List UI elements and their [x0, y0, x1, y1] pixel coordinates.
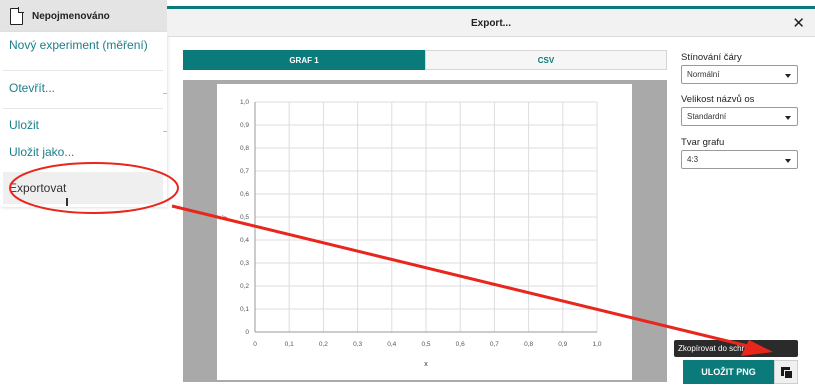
menu-edge-mark	[163, 131, 167, 132]
y-axis-label: y	[221, 215, 228, 219]
y-tick-label: 1,0	[240, 99, 249, 106]
graph-shape-value: 4:3	[687, 155, 699, 164]
menu-tick-mark	[66, 198, 68, 206]
menu-edge-mark	[163, 93, 167, 94]
close-icon[interactable]: ✕	[792, 15, 805, 32]
x-tick-label: 0,7	[490, 341, 499, 348]
chevron-down-icon	[785, 116, 791, 120]
line-shading-value: Normální	[687, 70, 720, 79]
y-tick-label: 0,6	[240, 191, 249, 198]
x-tick-label: 0,4	[387, 341, 396, 348]
dialog-header: Export... ✕	[167, 9, 815, 37]
x-tick-label: 0	[253, 341, 257, 348]
app-title: Nepojmenováno	[32, 10, 110, 22]
tab-csv[interactable]: CSV	[425, 50, 667, 70]
app-header: Nepojmenováno	[0, 0, 167, 32]
x-tick-label: 0,8	[524, 341, 533, 348]
x-axis-label: x	[424, 361, 428, 368]
x-tick-label: 0,2	[319, 341, 328, 348]
file-menu: Nový experiment (měření) Otevřít... Ulož…	[0, 32, 167, 207]
y-tick-label: 0,5	[240, 214, 249, 221]
axis-title-size-value: Standardní	[687, 112, 727, 121]
x-tick-label: 0,1	[285, 341, 294, 348]
x-tick-label: 1,0	[592, 341, 601, 348]
copy-icon-front	[784, 370, 793, 379]
menu-item-save[interactable]: Uložit	[9, 118, 40, 132]
x-tick-label: 0,6	[456, 341, 465, 348]
line-shading-select[interactable]: Normální	[681, 65, 798, 84]
graph-preview: 0 0,1 0,2 0,3 0,4 0,5 0,6 0,7 0,8 0,9 1,0 0 0,1 0,2 0,…	[217, 84, 632, 380]
save-png-button[interactable]: ULOŽIT PNG	[683, 360, 774, 384]
menu-divider	[3, 108, 163, 109]
export-tabs: GRAF 1 CSV	[183, 50, 667, 70]
dialog-title: Export...	[470, 18, 511, 29]
menu-item-new-experiment[interactable]: Nový experiment (měření)	[9, 38, 148, 52]
copy-tooltip: Zkopírovat do schránky	[674, 340, 798, 357]
copy-to-clipboard-button[interactable]	[774, 360, 798, 384]
y-tick-label: 0,3	[240, 260, 249, 267]
y-tick-label: 0,9	[240, 122, 249, 129]
y-tick-label: 0,2	[240, 283, 249, 290]
menu-item-export[interactable]: Exportovat	[3, 172, 163, 204]
menu-item-save-as[interactable]: Uložit jako...	[9, 145, 75, 159]
y-tick-label: 0,1	[240, 306, 249, 313]
tab-graph-1[interactable]: GRAF 1	[183, 50, 425, 70]
axis-title-size-label: Velikost názvů os	[681, 94, 755, 105]
dialog-accent-line	[167, 6, 815, 9]
graph-shape-select[interactable]: 4:3	[681, 150, 798, 169]
menu-divider	[3, 70, 163, 71]
document-icon	[10, 7, 24, 25]
y-tick-label: 0,8	[240, 145, 249, 152]
menu-item-open[interactable]: Otevřít...	[9, 81, 56, 95]
line-shading-label: Stínování čáry	[681, 52, 742, 63]
chevron-down-icon	[785, 74, 791, 78]
y-tick-label: 0,7	[240, 168, 249, 175]
graph-shape-label: Tvar grafu	[681, 137, 725, 148]
axis-title-size-select[interactable]: Standardní	[681, 107, 798, 126]
x-tick-label: 0,9	[558, 341, 567, 348]
graph-plot: 0 0,1 0,2 0,3 0,4 0,5 0,6 0,7 0,8 0,9 1,0 0 0,1 0,2 0,…	[221, 99, 602, 368]
y-tick-label: 0,4	[240, 237, 249, 244]
chevron-down-icon	[785, 159, 791, 163]
x-tick-label: 0,3	[353, 341, 362, 348]
y-tick-label: 0	[245, 329, 249, 336]
menu-item-export-label: Exportovat	[9, 181, 67, 195]
x-tick-label: 0,5	[421, 341, 430, 348]
